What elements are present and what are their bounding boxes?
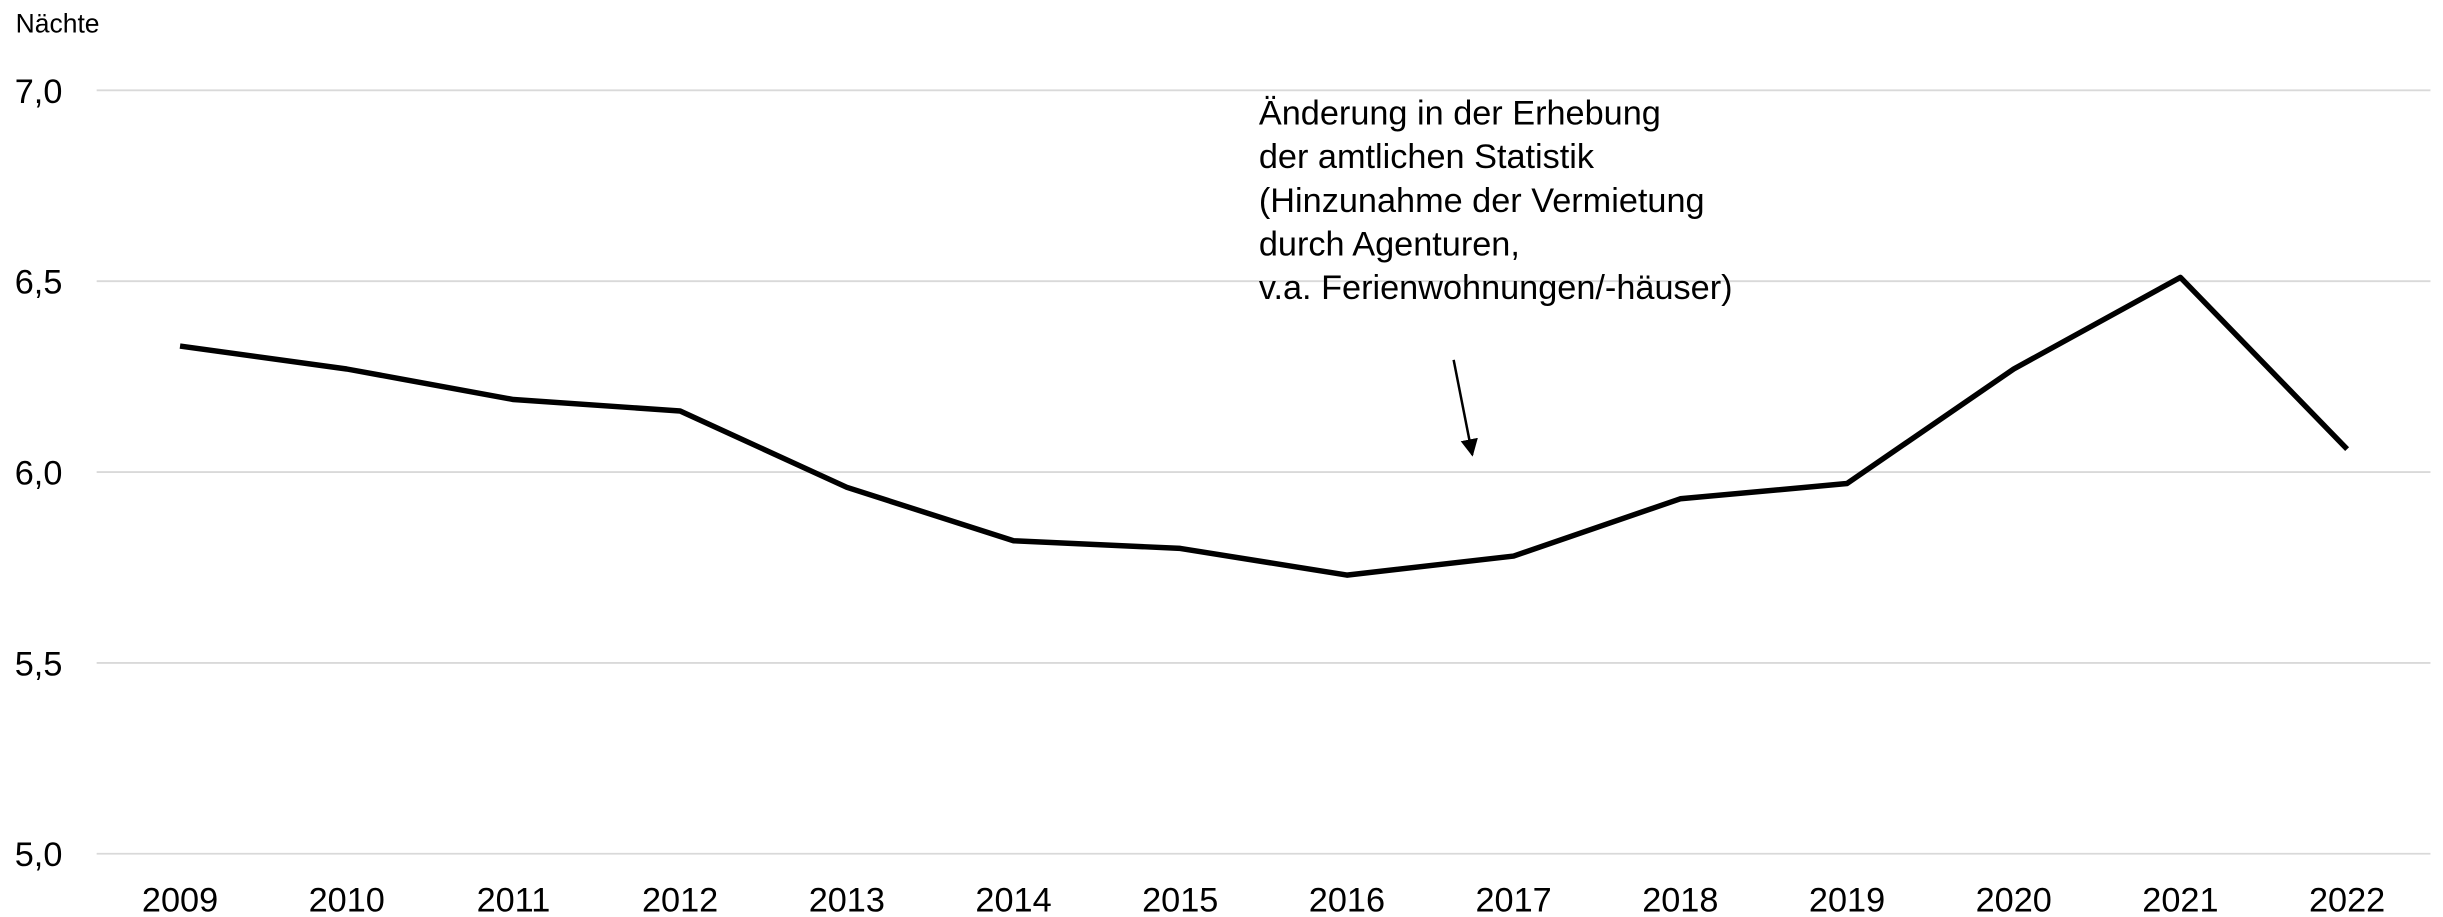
x-tick-label: 2011 [477,881,551,917]
y-tick-label: 6,0 [15,455,63,493]
x-tick-label: 2010 [309,881,385,917]
x-tick-label: 2019 [1809,881,1885,917]
annotation: v.a. Ferienwohnungen/-häuser) [1259,269,1733,307]
x-tick-label: 2013 [809,881,885,917]
x-tick-label: 2016 [1309,881,1385,917]
line [179,274,2350,578]
annotation-arrow [1452,359,1478,457]
annotation: durch Agenturen, [1259,226,1520,264]
annotation: der amtlichen Statistik [1259,138,1595,176]
x-tick-label: 2017 [1475,881,1551,917]
x-tick-label: 2021 [2142,881,2218,917]
y-tick-label: 5,0 [15,836,63,874]
x-tick-label: 2018 [1642,881,1718,917]
y-tick-label: 6,5 [15,264,63,302]
x-tick-label: 2022 [2309,881,2385,917]
annotation: Änderung in der Erhebung [1259,95,1661,133]
annotation: (Hinzunahme der Vermietung [1259,182,1705,220]
x-tick-label: 2012 [642,881,718,917]
x-tick-label: 2015 [1142,881,1218,917]
x-tick-label: 2009 [142,881,218,917]
x-tick-label: 2020 [1976,881,2052,917]
y-tick-label: 7,0 [15,73,63,111]
y-tick-label: 5,5 [15,645,63,683]
y-axis-label: Nächte [16,9,100,39]
x-tick-label: 2014 [975,881,1051,917]
